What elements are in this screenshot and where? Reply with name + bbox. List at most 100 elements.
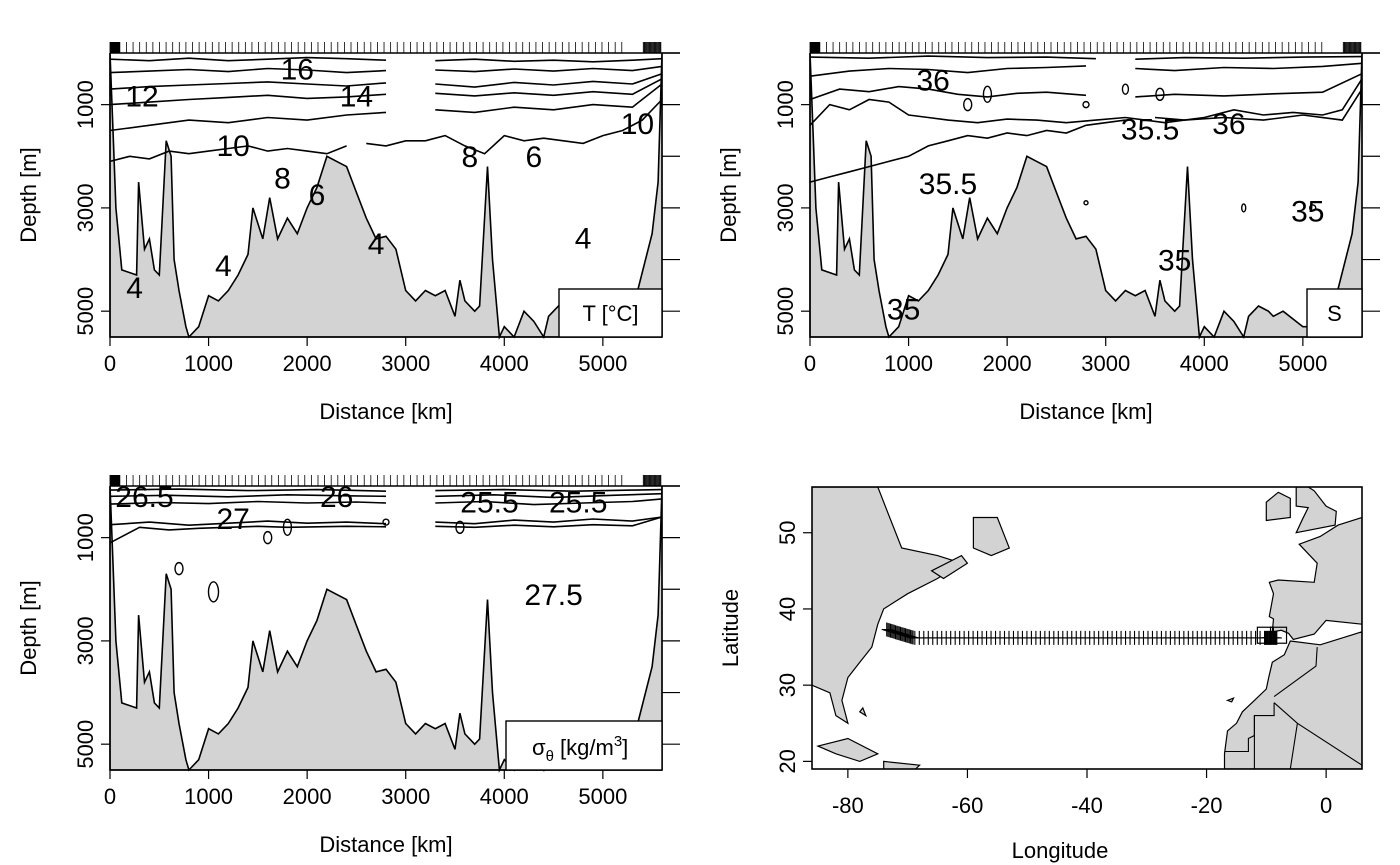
contour-line-1: [109, 488, 387, 492]
nova-scotia: [930, 554, 969, 580]
x-tick-label: -20: [1191, 793, 1223, 818]
contour-label-7: 8: [461, 141, 478, 174]
contour-line-9: [109, 525, 387, 544]
contour-line-3: [809, 65, 1087, 77]
y-tick-label: 50: [775, 520, 800, 544]
contour-line-2: [435, 488, 663, 493]
x-axis-title: Distance [km]: [319, 832, 452, 857]
legend-label-part: θ: [546, 748, 554, 765]
contour-label-3: 14: [340, 81, 373, 114]
x-tick-label: 1000: [884, 351, 933, 376]
contour-label-10: 4: [126, 272, 143, 305]
contour-label-5: 8: [274, 163, 291, 196]
x-tick-label: 4000: [1180, 351, 1229, 376]
border-line-4: [1289, 723, 1298, 769]
canary-islands: [1225, 697, 1235, 703]
legend-box: [1306, 288, 1363, 338]
x-axis-title: Longitude: [1012, 838, 1109, 863]
salinity-section-panel: 36 35.5 36 35.5 35 35 35 0 1000 2000 3000 4000 5000 1…: [716, 42, 1380, 424]
hispaniola: [883, 760, 921, 769]
bathymetry-profile: [809, 52, 1363, 340]
x-tick-label: 2000: [283, 784, 332, 809]
north-africa: [1223, 631, 1362, 769]
contour-loop-3: [382, 518, 390, 526]
north-america: [812, 487, 963, 725]
contour-line-8: [435, 516, 663, 525]
contour-label-4: 35.5: [919, 168, 977, 201]
x-tick-label: 2000: [283, 351, 332, 376]
contour-label-13: 4: [575, 223, 592, 256]
y-tick-label: 5000: [73, 287, 98, 336]
y-tick-label: 3000: [73, 616, 98, 665]
contour-loop-2: [282, 518, 293, 537]
contour-line-2: [1135, 55, 1363, 60]
legend-label: S: [1327, 301, 1342, 326]
x-axis-title: Distance [km]: [1019, 399, 1152, 424]
contour-line-6: [1135, 72, 1363, 98]
newfoundland: [972, 516, 1011, 557]
contour-loop-3: [1082, 100, 1090, 109]
y-tick-label: 40: [775, 597, 800, 621]
contour-line-5: [109, 500, 387, 505]
contour-line-6: [435, 72, 663, 88]
end-station-box: [1256, 626, 1274, 644]
y-tick-label: 1000: [773, 80, 798, 129]
contour-label-1: 36: [917, 64, 950, 97]
contour-loop-2: [982, 85, 993, 104]
legend-box: [505, 720, 663, 771]
end-station-box-2: [1269, 626, 1288, 644]
y-axis-title: Latitude: [718, 589, 743, 667]
legend-label-part: 3: [614, 733, 622, 750]
station-markers: [881, 622, 1282, 645]
bathymetry-profile: [109, 52, 663, 340]
contour-line-4: [435, 492, 663, 499]
y-tick-label: 3000: [73, 183, 98, 232]
contour-line-7: [109, 520, 387, 527]
contour-line-10: [435, 516, 663, 529]
contour-line-2: [435, 57, 663, 63]
contour-label-4: 25.5: [460, 486, 518, 519]
station-map-panel: -80 -60 -40 -20 0 20 30 40 50 Longitude Latitude: [718, 486, 1363, 863]
contour-label-7: 35: [887, 294, 920, 327]
contour-loop-8: [1083, 200, 1089, 206]
contour-label-5: 25.5: [549, 486, 607, 519]
contour-line-8: [809, 119, 1126, 183]
x-tick-label: -60: [952, 793, 984, 818]
contour-loop-5: [174, 561, 184, 576]
y-axis-title: Depth [m]: [716, 147, 741, 242]
station-ticks: [109, 475, 662, 486]
border-line-5: [1273, 647, 1318, 698]
x-tick-label: 0: [104, 351, 116, 376]
contour-label-5: 35: [1291, 195, 1324, 228]
contour-line-9: [1154, 88, 1363, 121]
contour-label-6: 27.5: [524, 579, 582, 612]
cuba: [816, 737, 880, 763]
contour-label-6: 6: [309, 179, 326, 212]
great-britain: [1295, 487, 1337, 534]
contour-label-2: 27: [217, 503, 250, 536]
contour-label-8: 6: [526, 141, 543, 174]
contour-label-12: 4: [368, 228, 385, 261]
legend-label: σθ [kg/m3]: [532, 733, 628, 765]
legend-label-part: ]: [622, 735, 628, 760]
contour-line-8: [435, 78, 663, 97]
contour-lines: [109, 488, 663, 603]
y-tick-label: 5000: [773, 287, 798, 336]
contour-loop-1: [263, 530, 273, 545]
contour-line-9: [109, 111, 387, 132]
legend-label-part: σ: [532, 735, 546, 760]
x-tick-label: 4000: [480, 784, 529, 809]
land-masses: [812, 487, 1362, 769]
contour-label-3: 36: [1212, 108, 1245, 141]
x-tick-label: 3000: [381, 351, 430, 376]
contour-line-6: [435, 498, 663, 506]
bahamas: [858, 706, 868, 718]
contour-line-5: [809, 85, 1087, 101]
y-tick-label: 5000: [73, 720, 98, 769]
contour-label-2: 16: [281, 53, 314, 86]
contour-loop-7: [1309, 204, 1317, 212]
x-tick-label: 2000: [983, 351, 1032, 376]
